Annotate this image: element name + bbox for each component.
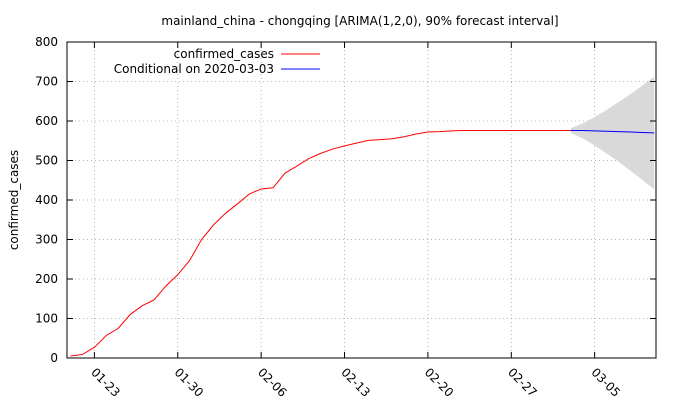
x-tick-label: 02-20 — [422, 365, 457, 400]
y-tick-label: 200 — [35, 272, 58, 286]
x-tick-label: 03-05 — [589, 365, 624, 400]
x-axis-ticks: 01-23 01-30 02-06 02-13 02-20 02-27 03-05 — [88, 42, 623, 400]
x-tick-label: 02-27 — [505, 365, 540, 400]
series-line-confirmed-cases — [70, 129, 571, 357]
series-lines — [70, 129, 655, 357]
y-tick-label: 300 — [35, 233, 58, 247]
y-tick-label: 600 — [35, 114, 58, 128]
grid-lines — [67, 42, 656, 358]
x-tick-label: 01-23 — [88, 365, 123, 400]
y-axis-ticks: 0 100 200 300 400 500 600 700 800 — [35, 35, 656, 365]
x-tick-label: 02-06 — [255, 365, 290, 400]
chart-title: mainland_china - chongqing [ARIMA(1,2,0)… — [161, 14, 558, 28]
y-tick-label: 0 — [50, 351, 58, 365]
y-tick-label: 700 — [35, 75, 58, 89]
series-line-conditional-forecast — [570, 129, 655, 134]
x-tick-label: 01-30 — [172, 365, 207, 400]
legend-label-confirmed-cases: confirmed_cases — [174, 47, 274, 61]
y-axis-label: confirmed_cases — [7, 150, 21, 250]
y-tick-label: 500 — [35, 154, 58, 168]
x-tick-label: 02-13 — [338, 365, 373, 400]
legend: confirmed_cases Conditional on 2020-03-0… — [114, 47, 320, 76]
y-tick-label: 800 — [35, 35, 58, 49]
forecast-interval-area — [570, 76, 655, 190]
y-tick-label: 100 — [35, 312, 58, 326]
legend-label-conditional: Conditional on 2020-03-03 — [114, 62, 274, 76]
y-tick-label: 400 — [35, 193, 58, 207]
forecast-interval-band — [570, 76, 655, 190]
